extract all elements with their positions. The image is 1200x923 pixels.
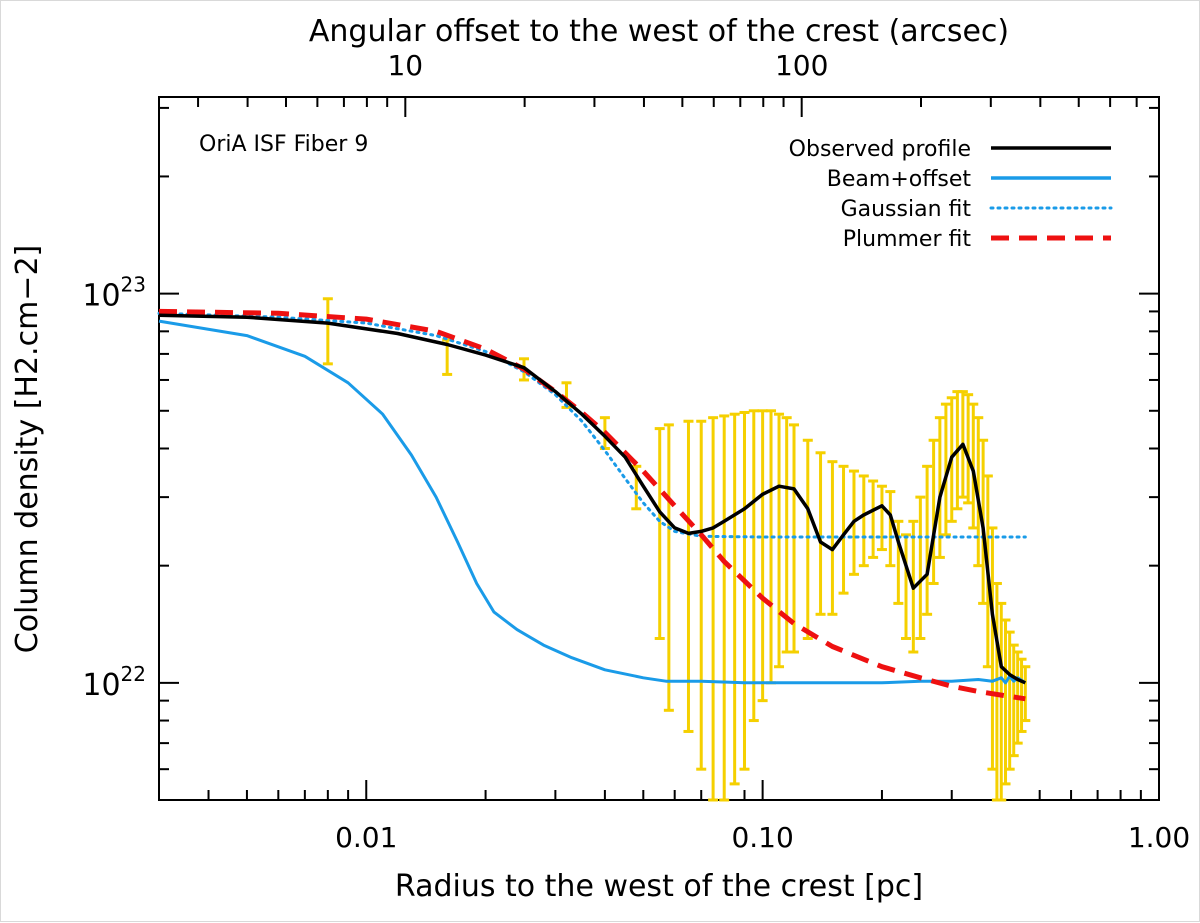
series-line-observed-profile xyxy=(158,313,1026,685)
legend-label: Plummer fit xyxy=(843,227,972,252)
error-bars xyxy=(322,297,1031,802)
annotation-label: OriA ISF Fiber 9 xyxy=(199,132,368,157)
y-tick-label: 1022 xyxy=(82,662,146,703)
x-tick-label: 0.01 xyxy=(335,821,397,854)
series-line-plummer-fit xyxy=(158,308,1026,702)
axis-titles: Radius to the west of the crest [pc] Ang… xyxy=(10,14,1009,904)
y-tick-label: 1023 xyxy=(82,273,146,314)
series-line-beam-offset xyxy=(158,319,1027,685)
x2-tick-label: 100 xyxy=(775,49,828,82)
x-axis-title: Radius to the west of the crest [pc] xyxy=(395,869,923,904)
x2-tick-label: 10 xyxy=(387,49,423,82)
legend-label: Gaussian fit xyxy=(841,197,972,222)
x-tick-label: 0.10 xyxy=(731,821,793,854)
y-axis-title: Column density [H2.cm−2] xyxy=(10,245,45,654)
legend-label: Observed profile xyxy=(789,137,971,162)
x-tick-label: 1.00 xyxy=(1128,821,1190,854)
axis-ticks xyxy=(158,97,1159,801)
x2-axis-title: Angular offset to the west of the crest … xyxy=(309,14,1009,49)
legend-label: Beam+offset xyxy=(827,167,972,192)
series-line-gaussian-fit xyxy=(157,311,1027,539)
series-lines xyxy=(157,308,1027,702)
axis-tick-labels: 0.01 0.10 1.00 10 100 1022 1023 xyxy=(82,49,1190,854)
legend: Observed profile Beam+offset Gaussian fit P… xyxy=(789,137,1113,252)
